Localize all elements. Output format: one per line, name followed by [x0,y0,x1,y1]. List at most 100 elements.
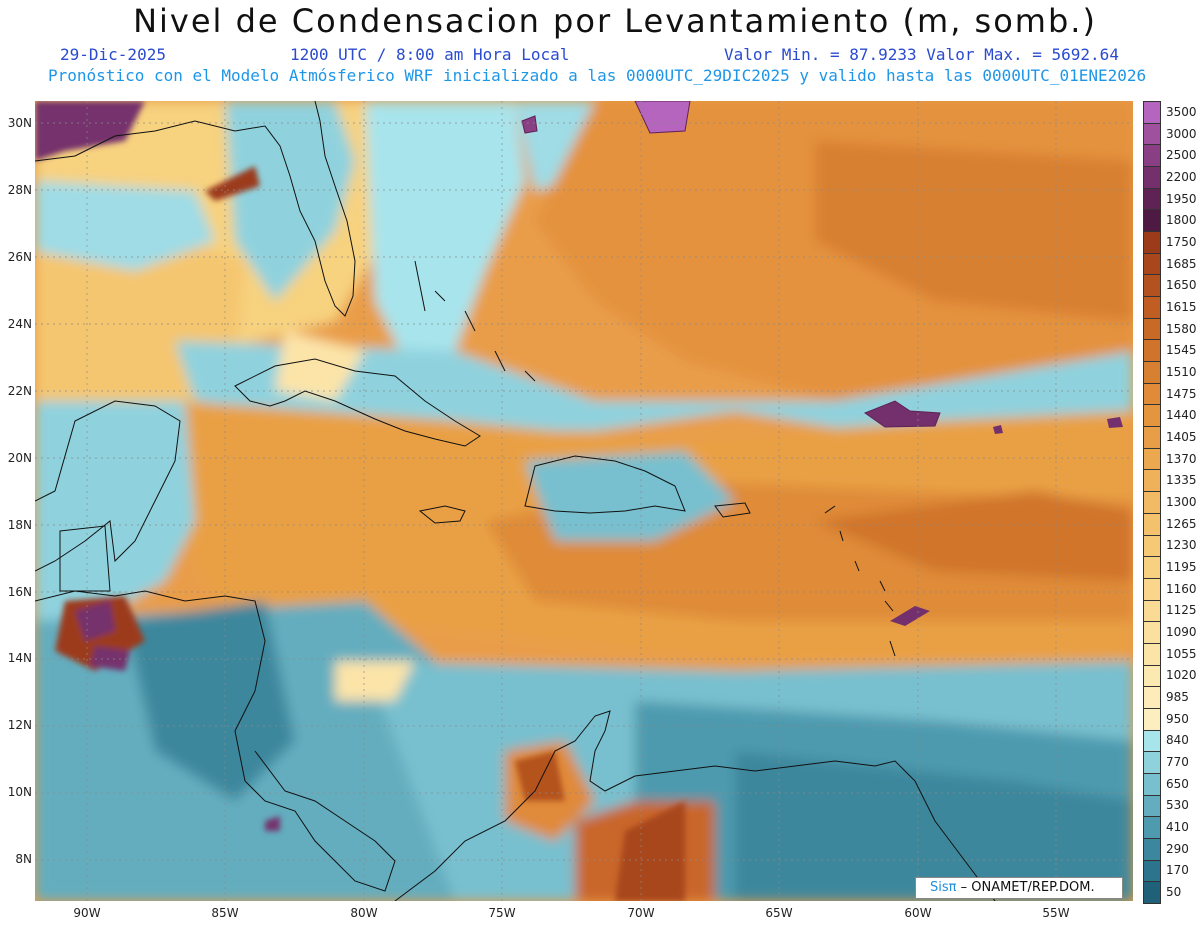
legend-swatch [1143,339,1161,363]
legend-label: 2500 [1166,148,1197,163]
legend-label: 950 [1166,711,1189,726]
legend-swatch [1143,274,1161,298]
legend-label: 170 [1166,863,1189,878]
legend-label: 530 [1166,798,1189,813]
lat-label: 8N [15,852,32,866]
lon-label: 75W [488,906,516,920]
legend-swatch [1143,512,1161,536]
legend-swatch [1143,621,1161,644]
legend-swatch [1143,296,1161,319]
lon-label: 60W [904,906,932,920]
lcl-map [35,101,1133,901]
legend-swatch [1143,187,1161,211]
legend-swatch [1143,686,1161,709]
legend-label: 1950 [1166,191,1197,206]
lon-label: 80W [350,906,378,920]
legend-swatch [1143,426,1161,449]
legend-swatch [1143,534,1161,558]
credit-box: Sisπ – ONAMET/REP.DOM. [915,877,1123,899]
legend-label: 1440 [1166,408,1197,423]
purple-cells [521,101,1123,626]
legend-label: 1615 [1166,299,1197,314]
legend-label: 1335 [1166,473,1197,488]
legend-swatch [1143,751,1161,774]
min-max-values: Valor Min. = 87.9233 Valor Max. = 5692.6… [724,45,1119,64]
lat-label: 18N [7,518,32,532]
lon-label: 70W [627,906,655,920]
legend-label: 290 [1166,841,1189,856]
legend-swatch [1143,772,1161,796]
legend-label: 1685 [1166,256,1197,271]
legend-label: 1405 [1166,429,1197,444]
legend-swatch [1143,859,1161,883]
lat-label: 24N [7,317,32,331]
legend-label: 1265 [1166,516,1197,531]
legend-label: 1300 [1166,495,1197,509]
legend-swatch [1143,317,1161,341]
forecast-date: 29-Dic-2025 [60,45,166,64]
legend-label: 1545 [1166,343,1197,358]
legend-swatch [1143,881,1161,904]
legend-label: 1475 [1166,386,1197,401]
lat-label: 16N [7,585,32,599]
legend-label: 1580 [1166,321,1197,336]
legend-swatch [1143,382,1161,406]
legend-label: 3500 [1166,104,1197,119]
lat-label: 30N [7,116,32,130]
legend-label: 1195 [1166,560,1197,575]
legend-swatch [1143,599,1161,623]
legend-swatch [1143,729,1161,753]
legend-label: 1510 [1166,364,1197,379]
legend-swatch [1143,837,1161,861]
model-info: Pronóstico con el Modelo Atmósferico WRF… [48,66,1147,85]
legend-swatch [1143,664,1161,688]
sis-logo-text: Sisπ [930,880,957,895]
map-canvas [35,101,1133,901]
legend-swatch [1143,209,1161,233]
legend-label: 1055 [1166,646,1197,661]
legend-swatch [1143,231,1161,254]
legend-swatch [1143,361,1161,384]
legend-label: 1230 [1166,538,1197,553]
lon-label: 55W [1042,906,1070,920]
legend-label: 1125 [1166,603,1197,618]
lat-label: 12N [7,718,32,732]
legend-swatch [1143,642,1161,666]
legend-label: 985 [1166,690,1189,705]
legend-label: 1020 [1166,668,1197,683]
legend-label: 1650 [1166,278,1197,293]
legend-label: 1370 [1166,451,1197,466]
shading [35,101,1133,901]
legend-swatch [1143,577,1161,601]
coastlines [35,101,996,901]
lat-label: 10N [7,785,32,799]
legend-label: 770 [1166,755,1189,770]
legend-label: 410 [1166,820,1189,835]
lon-label: 85W [211,906,239,920]
legend-label: 1800 [1166,213,1197,228]
lat-label: 22N [7,384,32,398]
legend-label: 1750 [1166,234,1197,249]
legend-swatch [1143,122,1161,146]
lat-label: 14N [7,651,32,665]
lon-label: 65W [765,906,793,920]
legend-swatch [1143,816,1161,839]
legend-swatch [1143,794,1161,818]
legend-label: 2200 [1166,169,1197,184]
map-title: Nivel de Condensacion por Levantamiento … [133,2,1097,40]
legend-label: 50 [1166,885,1182,900]
lon-label: 90W [73,906,101,920]
legend-swatch [1143,252,1161,276]
legend-swatch [1143,404,1161,428]
lat-label: 28N [7,183,32,197]
legend-swatch [1143,469,1161,493]
legend-swatch [1143,491,1161,514]
legend-label: 1090 [1166,625,1197,640]
forecast-time: 1200 UTC / 8:00 am Hora Local [290,45,570,64]
legend-swatch [1143,144,1161,168]
legend-swatch [1143,556,1161,579]
legend-label: 840 [1166,733,1189,748]
lat-label: 26N [7,250,32,264]
lat-label: 20N [7,451,32,465]
hot-spots [35,101,685,901]
